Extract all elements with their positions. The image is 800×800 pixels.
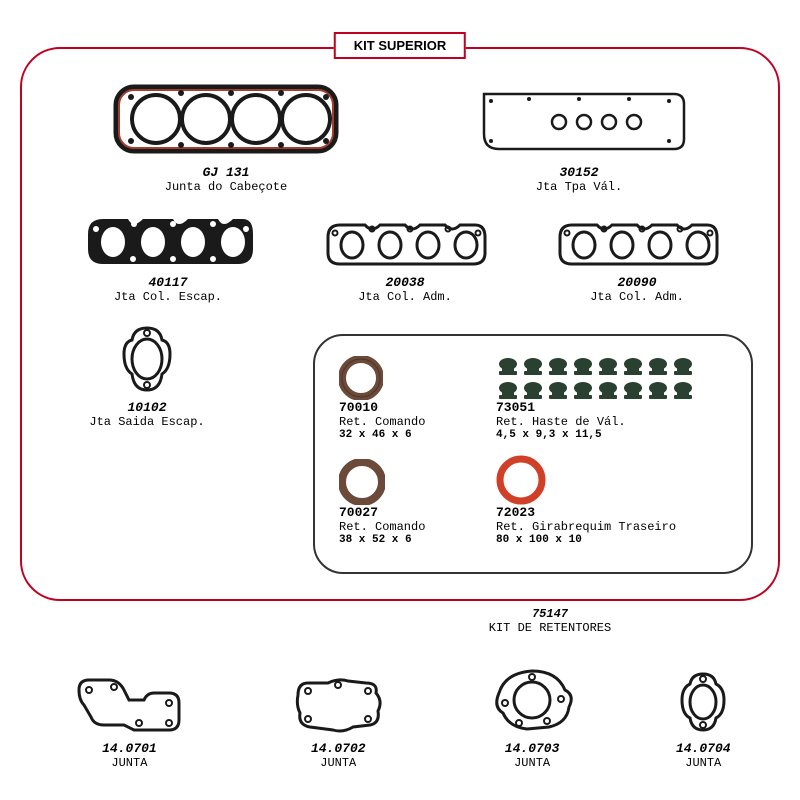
desc: JUNTA xyxy=(69,756,189,770)
kit-title-badge: KIT SUPERIOR xyxy=(334,32,466,59)
code: 14.0703 xyxy=(487,741,577,756)
valve-stem-seals-icon xyxy=(496,354,696,400)
item-14-0702: 14.0702 JUNTA xyxy=(280,675,396,770)
code: 14.0702 xyxy=(288,741,388,756)
code: 10102 xyxy=(55,400,239,415)
ret-70027: 70027 Ret. Comando 38 x 52 x 6 xyxy=(333,459,465,546)
retainer-kit-label: 75147 KIT DE RETENTORES xyxy=(320,607,780,635)
dims: 80 x 100 x 10 xyxy=(496,534,676,546)
item-10102: 10102 Jta Saida Escap. xyxy=(47,324,247,429)
desc: Jta Col. Adm. xyxy=(320,290,490,304)
seal-ring-orange-icon xyxy=(496,455,546,505)
row-3: 10102 Jta Saida Escap. 70010 Ret. Comand… xyxy=(47,324,753,574)
ret-72023: 72023 Ret. Girabrequim Traseiro 80 x 100… xyxy=(490,455,682,546)
item-gj131: GJ 131 Junta do Cabeçote xyxy=(103,79,349,194)
code: 70010 xyxy=(339,400,459,415)
code: 73051 xyxy=(496,400,696,415)
desc: Ret. Comando xyxy=(339,415,459,429)
junta2-icon xyxy=(288,675,388,735)
desc: Jta Col. Adm. xyxy=(552,290,722,304)
intake-manifold-gasket2-icon xyxy=(552,219,722,269)
item-14-0704: 14.0704 JUNTA xyxy=(668,670,739,770)
dims: 4,5 x 9,3 x 11,5 xyxy=(496,429,696,441)
bottom-row: 14.0701 JUNTA 14.0702 JUNTA xyxy=(20,665,780,770)
desc: JUNTA xyxy=(487,756,577,770)
retainer-kit-box: 70010 Ret. Comando 32 x 46 x 6 xyxy=(313,334,753,574)
exhaust-outlet-gasket-icon xyxy=(120,324,175,394)
item-20038: 20038 Jta Col. Adm. xyxy=(312,219,498,304)
seal-ring-brown2-icon xyxy=(339,459,385,505)
item-20090: 20090 Jta Col. Adm. xyxy=(544,219,730,304)
code: 14.0704 xyxy=(676,741,731,756)
code: GJ 131 xyxy=(111,165,341,180)
desc: Jta Saida Escap. xyxy=(55,415,239,429)
seal-ring-brown-icon xyxy=(339,356,383,400)
desc: Jta Tpa Vál. xyxy=(469,180,689,194)
code: 72023 xyxy=(496,505,676,520)
code: 14.0701 xyxy=(69,741,189,756)
junta3-icon xyxy=(487,665,577,735)
dims: 38 x 52 x 6 xyxy=(339,534,459,546)
row-2: 40117 Jta Col. Escap. 20038 J xyxy=(47,214,753,304)
desc: Ret. Haste de Vál. xyxy=(496,415,696,429)
desc: Jta Col. Escap. xyxy=(78,290,258,304)
head-gasket-icon xyxy=(111,79,341,159)
item-40117: 40117 Jta Col. Escap. xyxy=(70,214,266,304)
junta4-icon xyxy=(678,670,728,735)
code: 30152 xyxy=(469,165,689,180)
desc: JUNTA xyxy=(676,756,731,770)
exhaust-manifold-gasket-icon xyxy=(78,214,258,269)
code: 20090 xyxy=(552,275,722,290)
ret-73051: 73051 Ret. Haste de Vál. 4,5 x 9,3 x 11,… xyxy=(490,354,702,441)
code: 40117 xyxy=(78,275,258,290)
desc: Ret. Comando xyxy=(339,520,459,534)
junta1-icon xyxy=(69,675,189,735)
ret-row-1: 70010 Ret. Comando 32 x 46 x 6 xyxy=(333,354,733,441)
item-14-0703: 14.0703 JUNTA xyxy=(479,665,585,770)
code: 20038 xyxy=(320,275,490,290)
row-1: GJ 131 Junta do Cabeçote 30152 Jta Tpa V… xyxy=(47,79,753,194)
kit-superior-box: GJ 131 Junta do Cabeçote 30152 Jta Tpa V… xyxy=(20,47,780,601)
desc: Junta do Cabeçote xyxy=(111,180,341,194)
ret-70010: 70010 Ret. Comando 32 x 46 x 6 xyxy=(333,356,465,441)
desc: Ret. Girabrequim Traseiro xyxy=(496,520,676,534)
intake-manifold-gasket-icon xyxy=(320,219,490,269)
valve-cover-gasket-icon xyxy=(469,79,689,159)
dims: 32 x 46 x 6 xyxy=(339,429,459,441)
item-14-0701: 14.0701 JUNTA xyxy=(61,675,197,770)
item-30152: 30152 Jta Tpa Vál. xyxy=(461,79,697,194)
desc: JUNTA xyxy=(288,756,388,770)
ret-row-2: 70027 Ret. Comando 38 x 52 x 6 72023 Ret… xyxy=(333,455,733,546)
code: 70027 xyxy=(339,505,459,520)
